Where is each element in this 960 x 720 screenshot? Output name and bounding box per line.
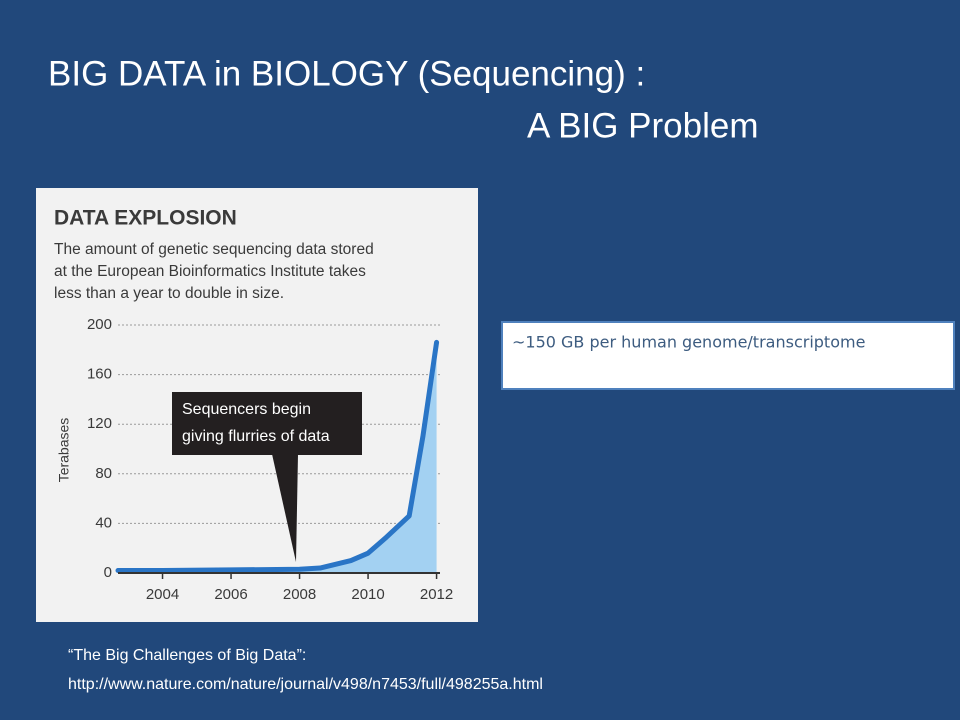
annotation: giving flurries of data [182, 428, 330, 445]
x-tick-label: 2006 [214, 586, 247, 603]
y-axis-label: Terabases [56, 418, 72, 483]
note-box [501, 321, 955, 390]
y-tick-label: 160 [87, 366, 112, 383]
y-tick-label: 120 [87, 415, 112, 432]
callout-box [172, 392, 362, 455]
area [118, 342, 437, 573]
plot: 0 40 80 120 160 200 2004 2006 2008 2010 2012 [87, 316, 453, 603]
x-tick-label: 2004 [146, 586, 179, 603]
subtitle-line: The amount of genetic sequencing data st… [54, 241, 374, 258]
callout-pointer [272, 454, 298, 562]
citation: http://www.nature.com/nature/journal/v49… [68, 676, 543, 693]
y-tick-label: 200 [87, 316, 112, 333]
subtitle-line: at the European Bioinformatics Institute… [54, 263, 366, 280]
note: ~150 GB per human genome/transcriptome [512, 333, 865, 352]
slide-title: BIG DATA in BIOLOGY (Sequencing) : [48, 54, 645, 93]
chart-title: DATA EXPLOSION [54, 207, 237, 230]
x-tick-label: 2008 [283, 586, 316, 603]
line [115, 339, 440, 574]
slide-title: A BIG Problem [527, 106, 758, 145]
x-tick-label: 2010 [351, 586, 384, 603]
citation: “The Big Challenges of Big Data”: [68, 647, 306, 664]
chart-subtitle: The amount of genetic sequencing data st… [54, 241, 374, 302]
x-tick-label: 2012 [420, 586, 453, 603]
y-tick-label: 0 [104, 564, 112, 581]
y-tick-label: 40 [95, 514, 112, 531]
annotation: Sequencers begin [182, 401, 311, 418]
y-tick-label: 80 [95, 465, 112, 482]
subtitle-line: less than a year to double in size. [54, 285, 284, 302]
